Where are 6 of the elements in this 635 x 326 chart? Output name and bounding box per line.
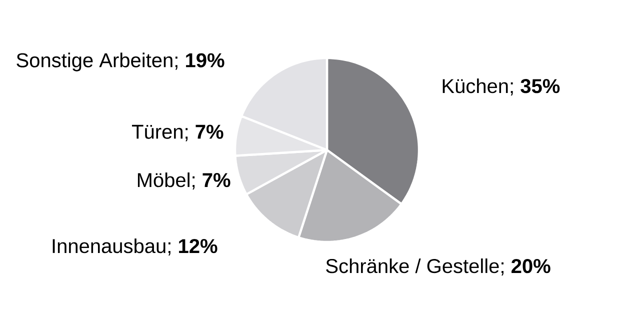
slice-label: Sonstige Arbeiten; 19% <box>16 52 224 72</box>
slice-label: Innenausbau; 12% <box>52 238 218 256</box>
slice-label: Möbel; 7% <box>138 172 230 190</box>
slice-label: Schränke / Gestelle; 20% <box>326 258 550 276</box>
slice-label: Küchen; 35% <box>442 78 560 96</box>
slice-label: Türen; 7% <box>132 124 224 142</box>
